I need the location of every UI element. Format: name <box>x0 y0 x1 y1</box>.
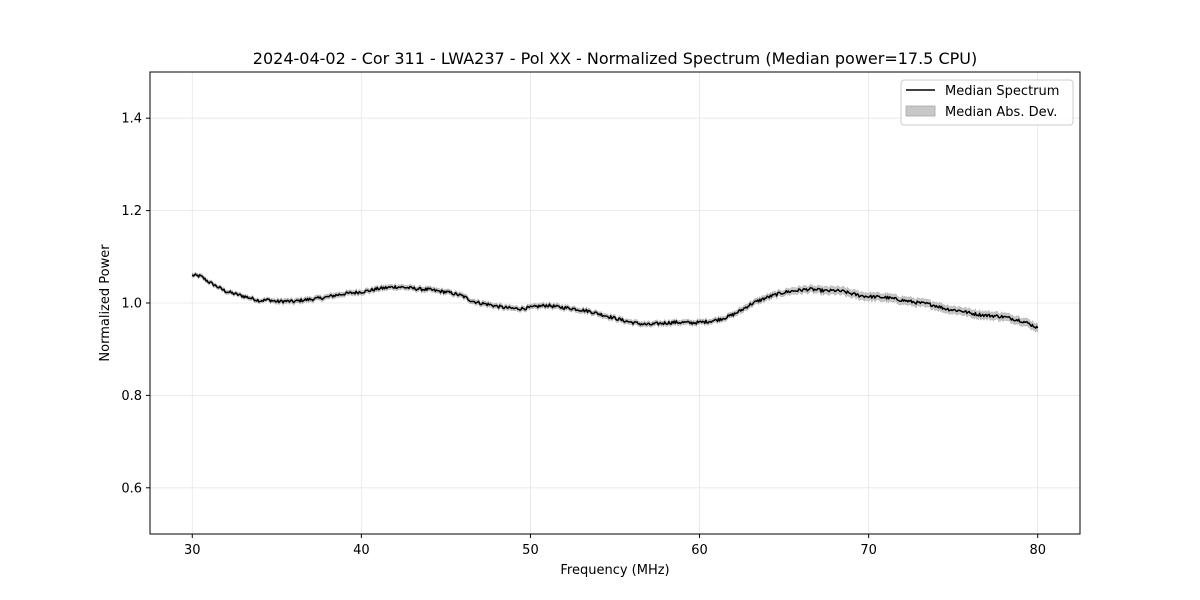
median-spectrum-line <box>191 273 1039 329</box>
x-axis-label: Frequency (MHz) <box>560 563 669 578</box>
x-tick-label: 30 <box>184 543 201 558</box>
legend-label-median-spectrum: Median Spectrum <box>945 84 1059 99</box>
median-line-layer <box>191 273 1039 329</box>
y-tick-label: 1.4 <box>121 112 142 127</box>
legend: Median Spectrum Median Abs. Dev. <box>900 79 1074 126</box>
x-tick-label: 80 <box>1029 543 1046 558</box>
legend-box <box>900 79 1074 126</box>
legend-label-median-abs-dev: Median Abs. Dev. <box>945 105 1057 120</box>
chart-title: 2024-04-02 - Cor 311 - LWA237 - Pol XX -… <box>253 49 977 68</box>
x-tick-label: 70 <box>860 543 877 558</box>
y-axis-ticks: 0.6 0.8 1.0 1.2 1.4 <box>121 112 150 496</box>
x-axis-ticks: 30 40 50 60 70 80 <box>184 534 1046 558</box>
y-axis-label: Normalized Power <box>98 244 113 362</box>
y-tick-label: 1.0 <box>121 297 142 312</box>
x-tick-label: 60 <box>691 543 708 558</box>
x-tick-label: 50 <box>522 543 539 558</box>
y-tick-label: 1.2 <box>121 204 142 219</box>
legend-band-swatch <box>905 105 936 117</box>
x-tick-label: 40 <box>353 543 370 558</box>
y-tick-label: 0.6 <box>121 481 142 496</box>
y-tick-label: 0.8 <box>121 389 142 404</box>
